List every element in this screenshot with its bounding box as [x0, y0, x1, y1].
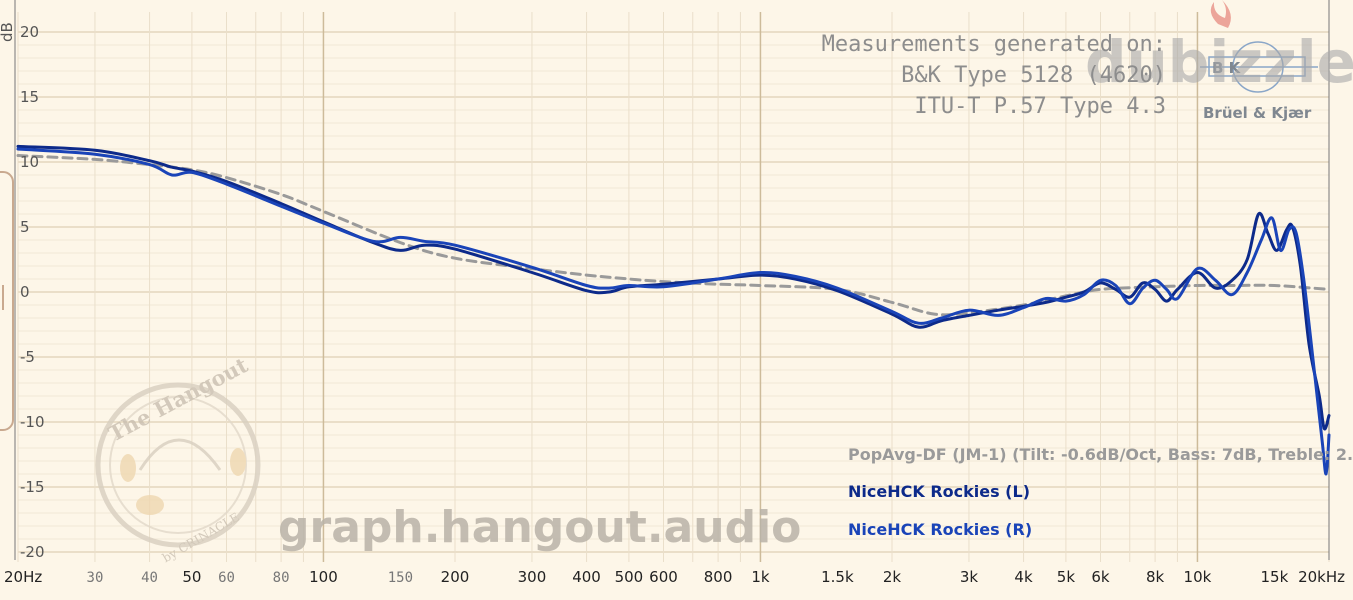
x-tick-label: 100 [309, 568, 338, 586]
x-tick-label: 5k [1057, 568, 1076, 586]
bk-logo-brand: Brüel & Kjær [1203, 104, 1312, 122]
x-tick-label: 50 [182, 568, 201, 586]
grid [14, 0, 1330, 562]
flame-icon [1210, 0, 1231, 28]
x-tick-label: 15k [1261, 568, 1289, 586]
y-tick-label: 5 [20, 218, 30, 236]
x-tick-label: 300 [518, 568, 547, 586]
measurement-note-line-1: Measurements generated on: [822, 32, 1166, 57]
dubizzle-watermark: dubizzle [1085, 28, 1353, 96]
bk-logo: B K Brüel & Kjær [1200, 41, 1318, 122]
y-tick-label: -10 [20, 413, 45, 431]
y-tick-label: 0 [20, 283, 30, 301]
hangout-logo-byline: by CRINACLE [160, 510, 242, 565]
x-tick-label: 6k [1091, 568, 1110, 586]
hangout-logo: The Hangout by CRINACLE [95, 352, 261, 565]
x-tick-label: 1k [751, 568, 770, 586]
x-tick-label: 500 [615, 568, 644, 586]
target-curve [16, 154, 1331, 317]
bk-logo-initials: B K [1212, 59, 1242, 77]
legend: PopAvg-DF (JM-1) (Tilt: -0.6dB/Oct, Bass… [848, 445, 1353, 539]
x-tick-label: 150 [388, 570, 413, 586]
legend-right[interactable]: NiceHCK Rockies (R) [848, 520, 1032, 539]
y-axis-label: dB [0, 22, 16, 42]
x-tick-label: 30 [87, 570, 104, 586]
y-tick-label: 10 [20, 153, 39, 171]
y-tick-label: -20 [20, 543, 45, 561]
y-tick-label: -5 [20, 348, 35, 366]
x-tick-label: 8k [1146, 568, 1165, 586]
measurement-note-line-2: B&K Type 5128 (4620) [901, 63, 1166, 88]
x-tick-label: 20kHz [1298, 568, 1345, 586]
legend-left[interactable]: NiceHCK Rockies (L) [848, 482, 1030, 501]
x-tick-label: 80 [273, 570, 290, 586]
series-layer [16, 144, 1331, 476]
x-tick-label: 400 [572, 568, 601, 586]
x-tick-label: 3k [960, 568, 979, 586]
measurement-note-line-3: ITU-T P.57 Type 4.3 [914, 94, 1166, 119]
x-tick-label: 40 [141, 570, 158, 586]
measurement-note: Measurements generated on: B&K Type 5128… [822, 32, 1166, 119]
legend-target[interactable]: PopAvg-DF (JM-1) (Tilt: -0.6dB/Oct, Bass… [848, 445, 1353, 464]
x-tick-label: 800 [704, 568, 733, 586]
x-tick-label: 2k [883, 568, 902, 586]
y-tick-label: 20 [20, 23, 39, 41]
x-tick-label: 10k [1184, 568, 1212, 586]
x-tick-label: 20Hz [4, 568, 42, 586]
right-channel-curve [16, 147, 1331, 476]
site-watermark: graph.hangout.audio [278, 502, 801, 553]
x-tick-label: 600 [649, 568, 678, 586]
x-tick-label: 4k [1014, 568, 1033, 586]
x-tick-label: 1.5k [821, 568, 854, 586]
y-tick-label: -15 [20, 478, 45, 496]
hangout-logo-title: The Hangout [104, 352, 252, 446]
x-tick-label: 200 [441, 568, 470, 586]
y-tick-label: 15 [20, 88, 39, 106]
side-tab-handle[interactable] [0, 171, 14, 431]
x-tick-label: 60 [218, 570, 235, 586]
